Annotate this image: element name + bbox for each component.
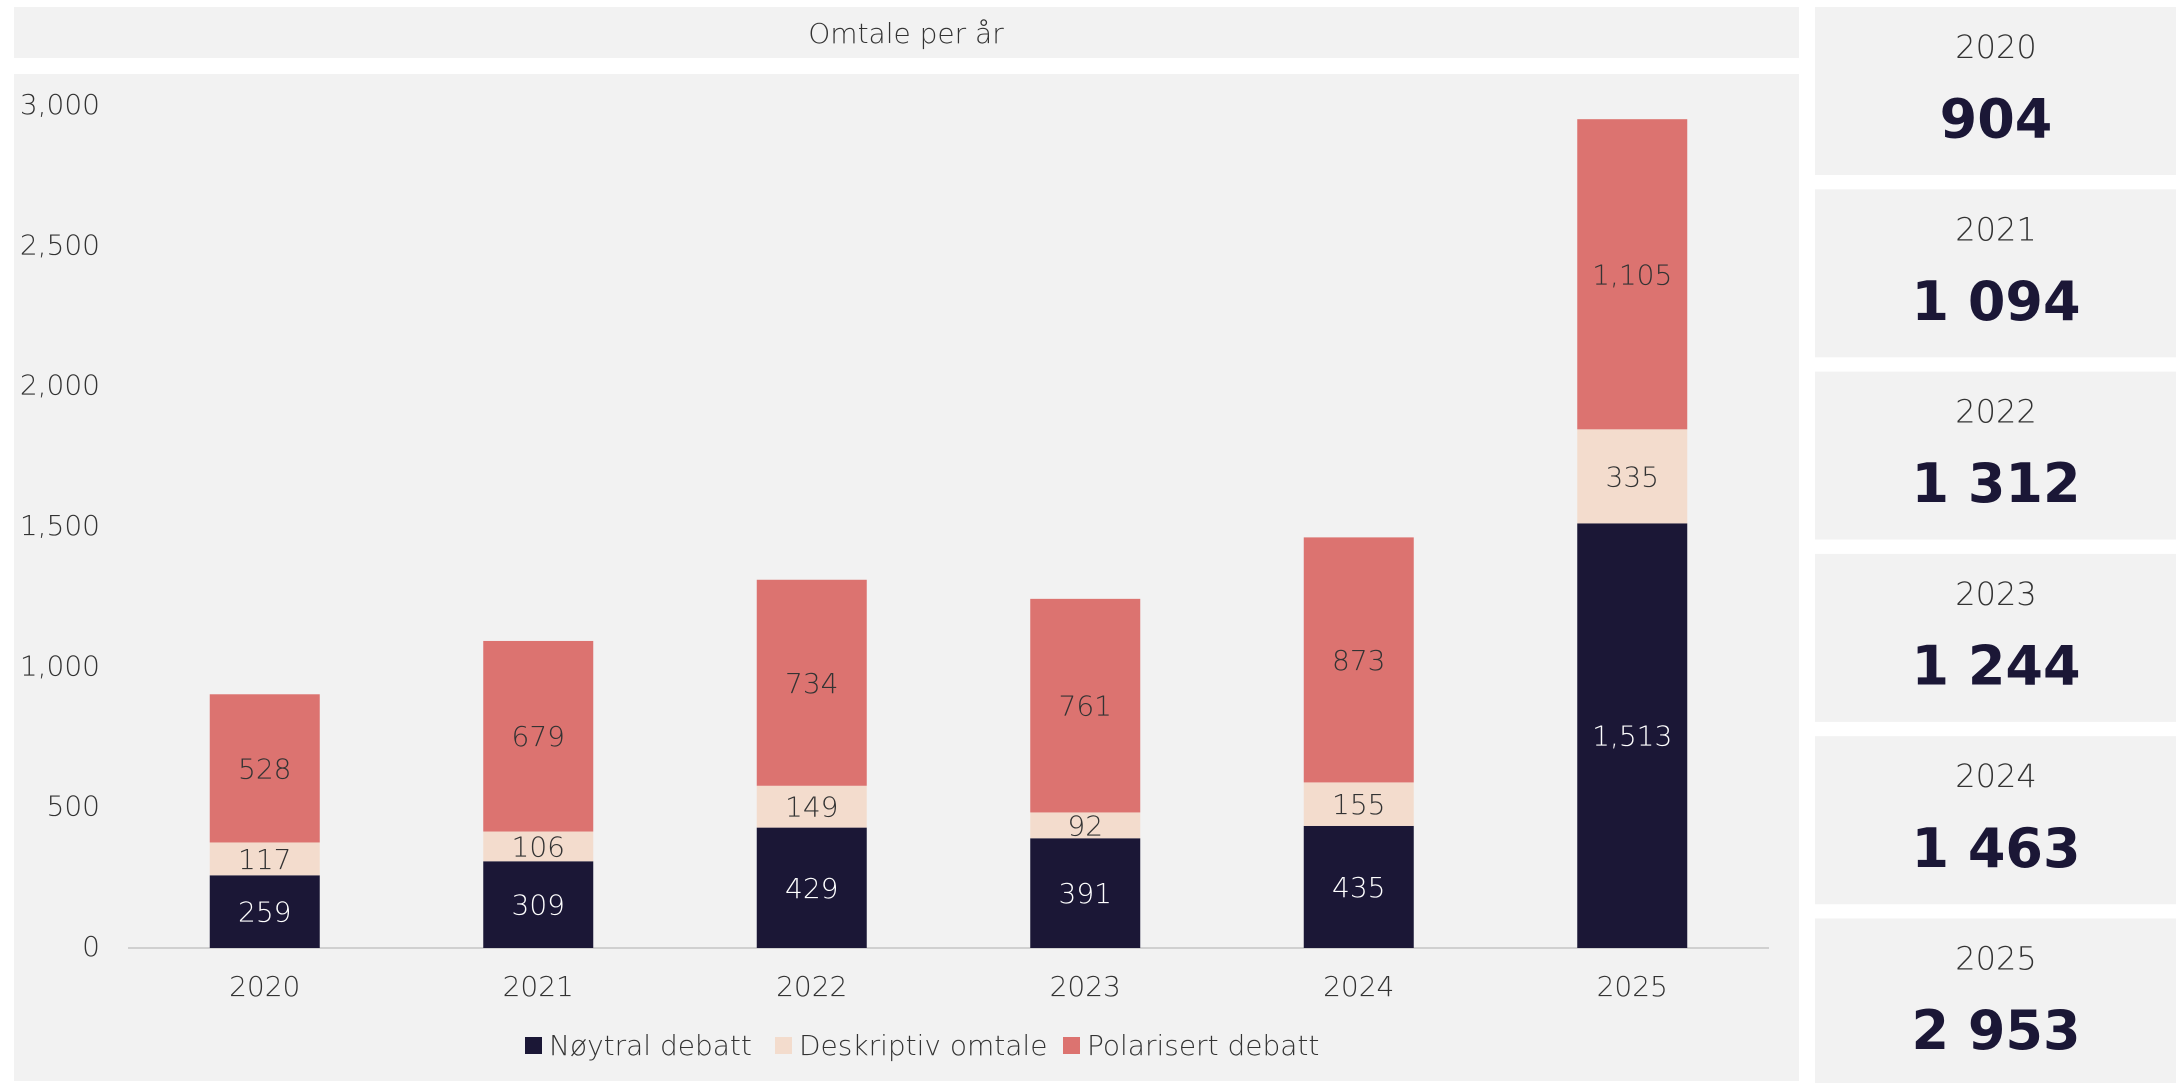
summary-card	[1815, 918, 2176, 1083]
data-label: 528	[238, 752, 291, 785]
bar-segment	[756, 827, 867, 948]
card-year: 2025	[1955, 940, 2036, 978]
y-tick-label: 500	[47, 790, 100, 823]
legend-label: Polarisert debatt	[1087, 1029, 1319, 1062]
bar-segment	[1030, 812, 1141, 839]
data-label: 92	[1067, 809, 1103, 842]
bar-segment	[209, 694, 320, 843]
card-total: 1 312	[1911, 452, 2080, 515]
bar-segment	[1577, 119, 1688, 430]
summary-card	[1815, 7, 2176, 175]
summary-card	[1815, 189, 2176, 358]
data-label: 106	[512, 830, 565, 863]
card-year: 2020	[1955, 28, 2036, 66]
bar-segment	[209, 875, 320, 948]
x-tick-label: 2022	[776, 970, 847, 1003]
data-label: 761	[1059, 690, 1112, 723]
card-total: 1 094	[1911, 270, 2080, 333]
summary-card	[1815, 371, 2176, 540]
bar-segment	[1303, 825, 1414, 948]
data-label: 429	[785, 872, 838, 905]
data-label: 259	[238, 896, 291, 929]
bar-segment	[483, 831, 594, 862]
card-total: 1 463	[1911, 817, 2080, 880]
title-bar	[14, 7, 1799, 58]
y-tick-label: 0	[82, 930, 100, 963]
card-total: 904	[1940, 88, 2053, 151]
bar-segment	[1030, 838, 1141, 948]
bar-segment	[1030, 598, 1141, 813]
legend-label: Nøytral debatt	[549, 1029, 752, 1062]
summary-card	[1815, 736, 2176, 905]
bar-segment	[209, 842, 320, 876]
y-tick-label: 3,000	[20, 88, 100, 121]
data-label: 117	[238, 843, 291, 876]
bar-segment	[756, 579, 867, 786]
x-tick-label: 2023	[1050, 970, 1121, 1003]
legend-swatch	[525, 1037, 542, 1054]
summary-card	[1815, 553, 2176, 722]
bar-segment	[483, 640, 594, 832]
x-tick-label: 2020	[229, 970, 300, 1003]
data-label: 335	[1606, 460, 1659, 493]
data-label: 391	[1059, 877, 1112, 910]
card-total: 2 953	[1911, 999, 2080, 1062]
data-label: 435	[1332, 871, 1385, 904]
bar-segment	[1577, 523, 1688, 948]
legend-label: Deskriptiv omtale	[799, 1029, 1047, 1062]
data-label: 1,105	[1592, 258, 1672, 291]
bar-segment	[1303, 782, 1414, 826]
x-tick-label: 2025	[1597, 970, 1668, 1003]
legend-swatch	[775, 1037, 792, 1054]
card-year: 2022	[1955, 393, 2036, 431]
card-total: 1 244	[1911, 635, 2080, 698]
legend-swatch	[1063, 1037, 1080, 1054]
x-tick-label: 2021	[503, 970, 574, 1003]
data-label: 679	[512, 720, 565, 753]
y-tick-label: 1,500	[20, 509, 100, 542]
bar-segment	[483, 861, 594, 948]
data-label: 155	[1332, 788, 1385, 821]
data-label: 309	[512, 889, 565, 922]
data-label: 1,513	[1592, 720, 1672, 753]
data-label: 734	[785, 667, 838, 700]
bar-segment	[756, 785, 867, 828]
card-year: 2024	[1955, 757, 2036, 795]
bar-segment	[1577, 429, 1688, 524]
data-label: 149	[785, 791, 838, 824]
x-tick-label: 2024	[1323, 970, 1394, 1003]
card-year: 2023	[1955, 575, 2036, 613]
y-tick-label: 2,500	[20, 228, 100, 261]
y-tick-label: 1,000	[20, 649, 100, 682]
y-tick-label: 2,000	[20, 369, 100, 402]
chart-title: Omtale per år	[808, 17, 1004, 50]
card-year: 2021	[1955, 210, 2036, 248]
bar-segment	[1303, 537, 1414, 783]
data-label: 873	[1332, 644, 1385, 677]
